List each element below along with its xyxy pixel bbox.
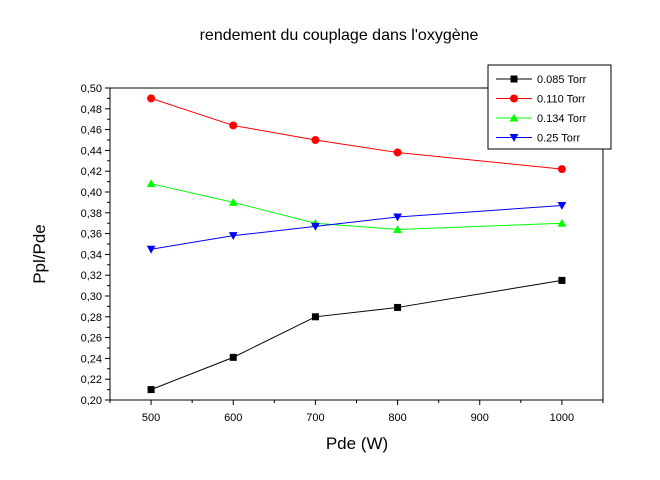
legend: 0.085 Torr 0.110 Torr 0.134 Torr 0.25 Torr xyxy=(487,64,612,150)
chart-title: rendement du couplage dans l'oxygène xyxy=(200,27,479,44)
series-line xyxy=(150,183,562,230)
legend-item: 0.085 Torr xyxy=(496,74,587,86)
x-tick-label: 500 xyxy=(142,412,160,424)
y-tick-label: 0,30 xyxy=(81,291,102,303)
data-point xyxy=(147,94,156,103)
legend-label: 0.25 Torr xyxy=(537,133,581,145)
series-layer xyxy=(146,94,567,394)
x-tick-label: 1000 xyxy=(550,412,574,424)
y-axis-label: Ppl/Pde xyxy=(30,224,49,284)
legend-marker xyxy=(510,75,518,83)
data-point xyxy=(393,148,402,157)
y-tick-label: 0,42 xyxy=(81,166,102,178)
y-tick-label: 0,48 xyxy=(81,104,102,116)
data-point xyxy=(558,276,566,284)
data-point xyxy=(311,222,320,231)
legend-label: 0.110 Torr xyxy=(537,94,586,106)
data-point xyxy=(311,313,319,321)
data-point xyxy=(393,225,402,233)
data-point xyxy=(557,202,567,210)
series-0-110-Torr xyxy=(147,94,566,174)
x-axis-label: Pde (W) xyxy=(326,434,388,453)
data-point xyxy=(146,179,156,188)
data-point xyxy=(393,213,402,222)
x-tick-label: 800 xyxy=(388,412,406,424)
y-tick-label: 0,24 xyxy=(81,353,102,365)
legend-item: 0.110 Torr xyxy=(496,94,586,106)
data-point xyxy=(394,303,402,311)
series-line xyxy=(151,205,562,250)
y-tick-label: 0,44 xyxy=(81,145,102,157)
legend-label: 0.134 Torr xyxy=(537,113,587,125)
legend-label: 0.085 Torr xyxy=(537,74,587,86)
data-point xyxy=(147,386,155,394)
legend-item: 0.134 Torr xyxy=(496,113,587,125)
data-point xyxy=(228,198,238,206)
y-tick-label: 0,28 xyxy=(81,312,102,324)
x-tick-label: 900 xyxy=(471,412,489,424)
y-tick-label: 0,34 xyxy=(81,249,102,261)
y-tick-label: 0,50 xyxy=(81,83,102,95)
x-tick-label: 600 xyxy=(224,412,242,424)
legend-marker xyxy=(510,94,518,103)
y-tick-label: 0,46 xyxy=(81,125,102,137)
y-axis: 0,20 0,22 0,24 0,26 0,28 0,30 0,32 0,34 0,36 0,38… xyxy=(81,83,110,407)
series-0-134-Torr xyxy=(146,179,567,233)
series-0-085-Torr xyxy=(147,276,566,394)
series-0-25-Torr xyxy=(146,202,567,254)
y-tick-label: 0,36 xyxy=(81,229,102,241)
x-tick-label: 700 xyxy=(306,412,324,424)
y-tick-label: 0,22 xyxy=(81,374,102,386)
y-tick-label: 0,26 xyxy=(81,333,102,345)
legend-marker xyxy=(509,113,519,122)
y-tick-label: 0,32 xyxy=(81,270,102,282)
data-point xyxy=(228,232,238,241)
data-point xyxy=(557,165,566,174)
data-point xyxy=(146,245,156,254)
series-line xyxy=(150,279,562,391)
data-point xyxy=(229,353,237,361)
y-tick-label: 0,38 xyxy=(81,208,102,220)
y-tick-label: 0,40 xyxy=(81,187,102,199)
data-point xyxy=(311,136,320,144)
y-tick-label: 0,20 xyxy=(81,395,102,407)
legend-item: 0.25 Torr xyxy=(496,133,581,145)
x-axis: 500 600 700 800 900 1000 xyxy=(109,400,604,424)
data-point xyxy=(557,218,567,227)
data-point xyxy=(229,121,238,130)
legend-marker xyxy=(509,134,519,142)
